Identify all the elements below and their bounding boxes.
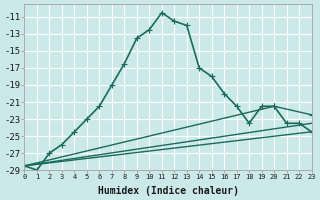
X-axis label: Humidex (Indice chaleur): Humidex (Indice chaleur) [98,186,238,196]
